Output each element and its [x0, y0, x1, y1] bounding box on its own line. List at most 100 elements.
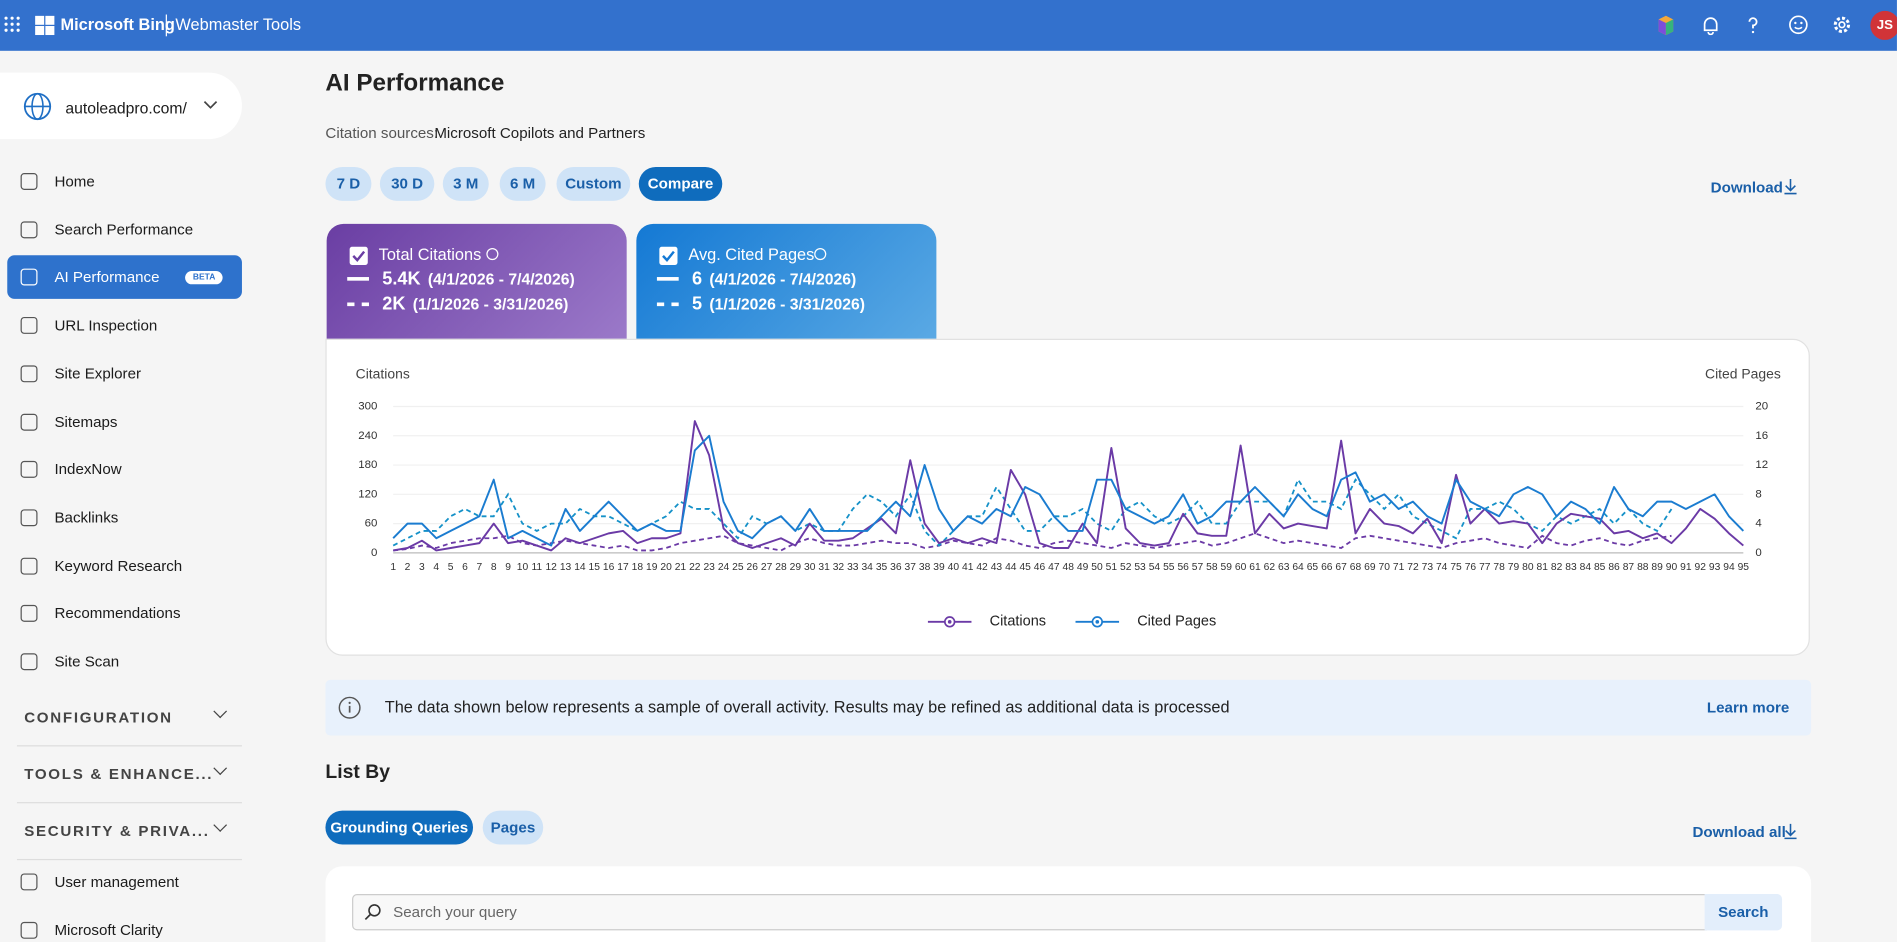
x-tick-label: 62 [1264, 562, 1276, 573]
x-tick-label: 76 [1465, 562, 1477, 573]
chevron [213, 761, 228, 776]
help-icon[interactable] [1743, 16, 1762, 35]
learn-more[interactable]: Learn more [1706, 699, 1790, 717]
legend-label: Citations [990, 614, 1046, 630]
period-button[interactable]: 3 M [442, 166, 489, 201]
x-tick-label: 34 [861, 562, 873, 573]
x-tick-label: 54 [1149, 562, 1161, 573]
y2-tick-label: 20 [1755, 401, 1768, 413]
list-title: List By [325, 762, 390, 783]
checkbox[interactable] [349, 246, 368, 265]
nav-icon [20, 365, 38, 383]
section-label: TOOLS & ENHANCE... [24, 765, 214, 783]
card-title: Total Citations [378, 245, 482, 264]
tab[interactable]: Grounding Queries [325, 810, 474, 845]
metric-card[interactable]: Total Citations 5.4K (4/1/2026 - 7/4/2026)… [326, 223, 627, 339]
y2-tick-label: 16 [1755, 430, 1768, 442]
metric-value: 2K [382, 293, 406, 315]
nav-icon [20, 557, 38, 575]
x-tick-label: 55 [1163, 562, 1175, 573]
x-tick-label: 70 [1379, 562, 1391, 573]
globe-icon [23, 92, 52, 121]
nav-item[interactable]: URL Inspection [7, 304, 242, 348]
download-icon [1784, 179, 1797, 195]
nav-item[interactable]: Home [7, 160, 242, 204]
period-button[interactable]: 6 M [499, 166, 546, 201]
x-tick-label: 52 [1120, 562, 1132, 573]
x-tick-label: 30 [804, 562, 816, 573]
badge: BETA [185, 270, 223, 285]
tab[interactable]: Pages [482, 810, 544, 845]
nav-section[interactable]: TOOLS & ENHANCE... [24, 761, 242, 783]
notifications-icon[interactable] [1701, 16, 1720, 36]
series-line [392, 434, 1745, 547]
chart: Citations Cited Pages06012018024030004812… [356, 366, 1781, 630]
x-tick-label: 60 [1235, 562, 1247, 573]
nav-item[interactable]: Sitemaps [7, 400, 242, 444]
nav-item[interactable]: Keyword Research [7, 544, 242, 588]
x-tick-label: 75 [1450, 562, 1462, 573]
settings-icon[interactable] [1832, 15, 1853, 36]
logo [35, 15, 55, 36]
metric-row: 2K (1/1/2026 - 3/31/2026) [347, 294, 568, 315]
nav-item[interactable]: Search Performance [7, 208, 242, 252]
nav-item[interactable]: IndexNow [7, 448, 242, 492]
x-tick-label: 79 [1508, 562, 1520, 573]
nav-section[interactable]: SECURITY & PRIVA... [24, 818, 242, 840]
x-tick-label: 14 [574, 562, 586, 573]
x-tick-label: 90 [1666, 562, 1678, 573]
nav-item[interactable]: Backlinks [7, 496, 242, 540]
nav-item[interactable]: Microsoft Clarity [7, 909, 242, 942]
nav-label: Keyword Research [54, 557, 183, 575]
x-tick-label: 84 [1580, 562, 1592, 573]
notice: The data shown below represents a sample… [325, 679, 1812, 736]
feedback-icon[interactable] [1788, 15, 1809, 36]
app-launcher[interactable] [4, 16, 21, 33]
nav-label: IndexNow [54, 461, 122, 479]
nav-item[interactable]: User management [7, 860, 242, 904]
nav-icon [20, 921, 38, 939]
period-button[interactable]: 30 D [379, 166, 435, 201]
x-tick-label: 4 [433, 562, 439, 573]
x-tick-label: 39 [933, 562, 945, 573]
x-tick-label: 29 [790, 562, 802, 573]
x-tick-label: 19 [646, 562, 658, 573]
top-bar: Microsoft Bing Webmaster Tools JS [0, 0, 1897, 51]
checkbox[interactable] [659, 246, 678, 265]
x-tick-label: 44 [1005, 562, 1017, 573]
series-line [393, 420, 1744, 552]
download-all[interactable]: Download all [1692, 823, 1786, 841]
x-tick-label: 57 [1192, 562, 1204, 573]
y-tick-label: 60 [365, 518, 378, 530]
nav-item[interactable]: Recommendations [7, 592, 242, 636]
copilot-icon[interactable] [1655, 15, 1677, 37]
nav-section[interactable]: CONFIGURATION [24, 704, 242, 726]
avatar[interactable]: JS [1870, 10, 1897, 40]
nav-item[interactable]: Site Explorer [7, 352, 242, 396]
x-tick-label: 64 [1292, 562, 1304, 573]
site-selector[interactable]: autoleadpro.com/ [0, 72, 242, 140]
y2-axis-title: Cited Pages [1705, 366, 1781, 382]
search-box[interactable]: Search your query [352, 894, 1708, 931]
x-tick-label: 13 [560, 562, 572, 573]
y-tick-label: 240 [358, 430, 377, 442]
period-button[interactable]: Custom [556, 166, 631, 201]
nav-item[interactable]: Site Scan [7, 640, 242, 684]
x-tick-label: 10 [517, 562, 529, 573]
period-button[interactable]: Compare [638, 166, 723, 201]
search-button[interactable]: Search [1704, 894, 1783, 931]
nav-item[interactable]: AI Performance BETA [7, 255, 242, 300]
x-tick-label: 49 [1077, 562, 1089, 573]
metric-card[interactable]: Avg. Cited Pages 6 (4/1/2026 - 7/4/2026) 5 (… [636, 223, 937, 339]
period-button[interactable]: 7 D [325, 166, 372, 201]
y2-tick-label: 8 [1755, 488, 1761, 500]
y2-tick-label: 4 [1755, 518, 1762, 530]
metric-row: 5.4K (4/1/2026 - 7/4/2026) [347, 269, 575, 289]
x-tick-label: 8 [491, 562, 497, 573]
download-button[interactable]: Download [1710, 179, 1783, 196]
x-tick-label: 74 [1436, 562, 1448, 573]
x-tick-label: 93 [1709, 562, 1721, 573]
info-icon [814, 248, 827, 261]
nav-label: AI Performance [54, 269, 160, 286]
x-tick-label: 15 [589, 562, 601, 573]
